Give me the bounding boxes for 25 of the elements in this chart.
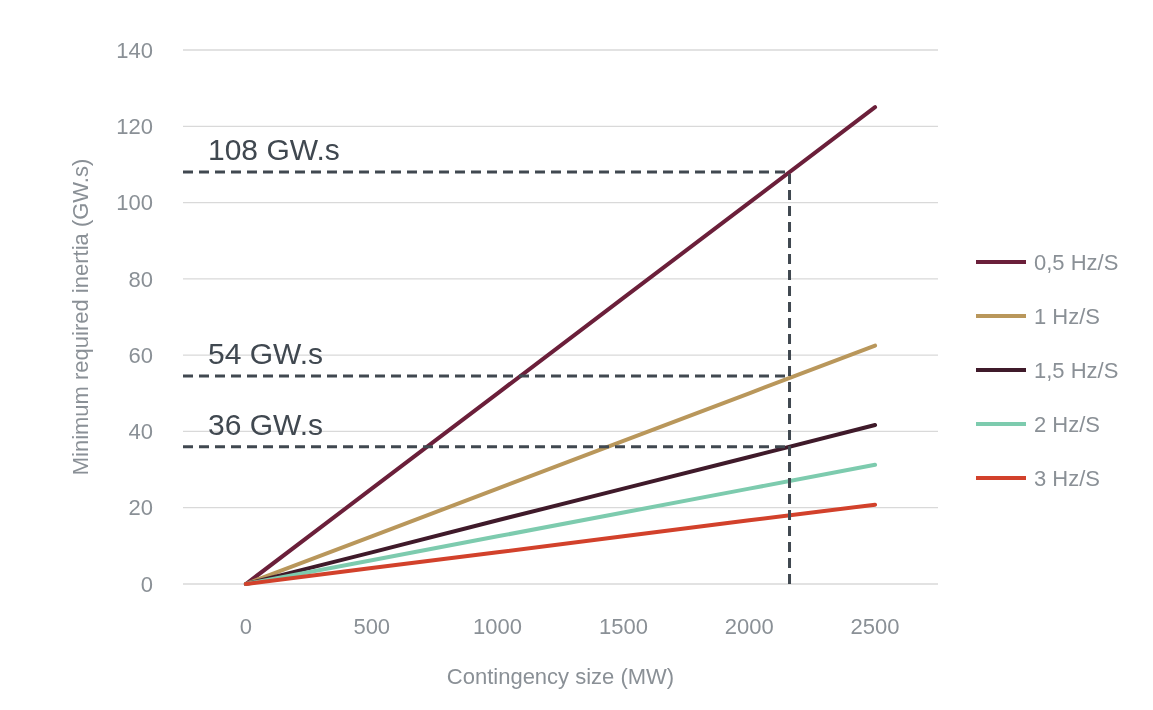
y-tick-label: 100 — [116, 190, 153, 216]
x-axis-title: Contingency size (MW) — [446, 664, 675, 689]
y-tick-label: 40 — [128, 419, 153, 445]
y-tick-label: 80 — [128, 266, 153, 292]
y-tick-label: 140 — [116, 37, 153, 63]
y-axis-title: Minimum required inertia (GW.s) — [68, 158, 93, 476]
x-tick-label: 0 — [239, 614, 253, 639]
x-tick-label: 500 — [353, 614, 391, 639]
legend-label: 2 Hz/S — [1034, 411, 1101, 437]
line-series — [243, 502, 878, 586]
legend-label: 3 Hz/S — [1034, 465, 1101, 491]
x-tick-label: 2500 — [850, 614, 900, 639]
x-tick-label: 2000 — [724, 614, 774, 639]
ref-line-label: 54 GW.s — [208, 337, 324, 371]
y-tick-label: 120 — [116, 113, 153, 139]
y-tick-label: 20 — [128, 495, 153, 521]
ref-line-label: 36 GW.s — [208, 407, 324, 441]
ref-line-label: 108 GW.s — [208, 133, 340, 167]
y-tick-label: 60 — [128, 342, 153, 368]
y-tick-label: 0 — [140, 571, 153, 597]
legend-label: 1,5 Hz/S — [1034, 357, 1119, 383]
x-tick-label: 1000 — [473, 614, 523, 639]
x-tick-label: 1500 — [598, 614, 648, 639]
legend-label: 0,5 Hz/S — [1034, 249, 1119, 275]
legend-label: 1 Hz/S — [1034, 303, 1101, 329]
